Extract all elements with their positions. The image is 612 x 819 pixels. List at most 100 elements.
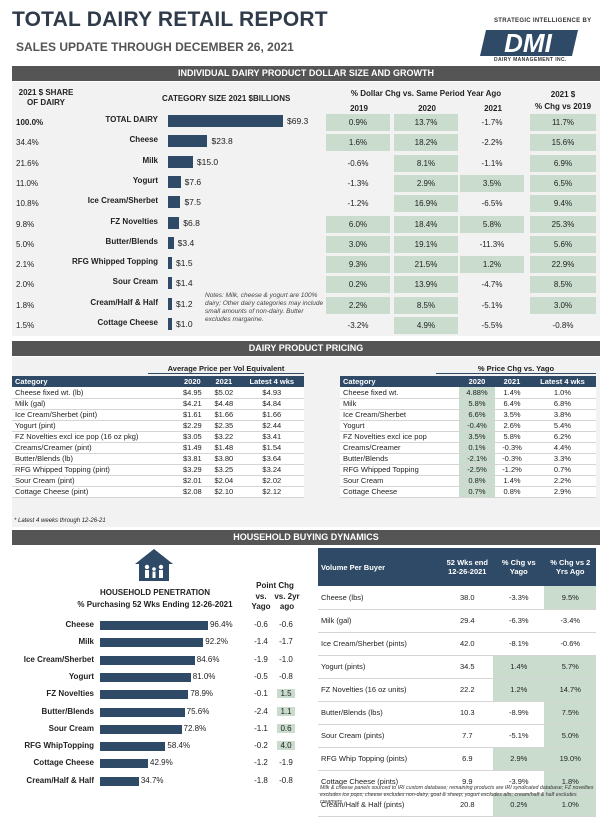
table-cell: -2.1% xyxy=(458,453,496,465)
dollar-chg-cell: 22.9% xyxy=(530,256,596,274)
dollar-chg-cell: 19.1% xyxy=(394,235,458,253)
table-cell: 6.9 xyxy=(441,747,494,771)
hp-pt-yago: -1.1 xyxy=(254,723,268,733)
row-label: RFG Whipped Topping xyxy=(340,464,459,476)
dollar-chg-cell: -11.3% xyxy=(479,239,505,249)
table-cell: $3.80 xyxy=(208,453,240,465)
table-row: Sour Cream (pint) $2.01 $2.04 $2.02 xyxy=(12,475,304,487)
size-bar xyxy=(168,155,193,168)
column-header: % Chg vs Yago xyxy=(493,548,545,586)
table-cell: -3.4% xyxy=(544,609,596,633)
report-title: TOTAL DAIRY RETAIL REPORT xyxy=(12,8,328,31)
dollar-chg-cell: 0.2% xyxy=(326,276,390,294)
table-cell: -3.9% xyxy=(493,770,545,794)
hp-bar xyxy=(100,655,195,665)
table-cell: 3.3% xyxy=(528,453,596,465)
table-cell: 1.4% xyxy=(493,655,545,679)
table-row: Ice Cream/Sherbet (pint) $1.61 $1.66 $1.66 xyxy=(12,409,304,421)
table-cell: 19.0% xyxy=(544,747,596,771)
size-bar xyxy=(168,277,172,290)
table-cell: $3.05 xyxy=(176,431,209,443)
table-cell: -5.1% xyxy=(493,724,545,748)
section-band-household: HOUSEHOLD BUYING DYNAMICS xyxy=(12,530,600,545)
row-label: Ice Cream/Sherbet (pints) xyxy=(318,632,442,656)
size-bar xyxy=(168,115,283,127)
share-header-line1: 2021 $ SHARE xyxy=(18,88,74,97)
household-footnote: Milk & cheese panels sourced to IRI cust… xyxy=(320,785,594,805)
table-cell: $2.08 xyxy=(176,486,209,498)
share-value: 100.0% xyxy=(16,118,44,127)
table-cell: 2.2% xyxy=(528,475,596,487)
hp-title-line2: % Purchasing 52 Wks Ending 12-26-2021 xyxy=(77,600,233,609)
hp-pt-2yr: -1.7 xyxy=(279,637,293,647)
pricing-footnote: * Latest 4 weeks through 12-26-21 xyxy=(14,518,106,524)
table-row: Cream/Half & Half (pints) 20.8 0.2% 1.0% xyxy=(318,793,596,817)
dollar-chg-cell: -1.7% xyxy=(481,118,503,127)
table-row: Sour Cream 0.8% 1.4% 2.2% xyxy=(340,475,596,487)
row-label: Sour Cream (pints) xyxy=(318,724,442,748)
table-cell: $1.54 xyxy=(239,442,304,454)
table-cell: 5.0% xyxy=(544,724,596,748)
table-row: Creams/Creamer (pint) $1.49 $1.48 $1.54 xyxy=(12,442,304,454)
hp-category-label: Sour Cream xyxy=(48,723,94,733)
year-header-2020: 2020 xyxy=(418,104,436,113)
share-value: 21.6% xyxy=(16,158,39,168)
avg-price-caption: Average Price per Vol Equivalent xyxy=(148,364,304,374)
table-cell: 5.7% xyxy=(544,655,596,679)
table-cell: 4.4% xyxy=(528,442,596,454)
logo-mark: DMI xyxy=(504,28,552,58)
share-value: 10.8% xyxy=(16,199,39,209)
column-header: 52 Wks end 12-26-2021 xyxy=(441,548,494,586)
share-value: 9.8% xyxy=(16,219,35,229)
pt-2yr-header-line2: ago xyxy=(279,602,295,611)
table-cell: 29.4 xyxy=(441,609,494,633)
row-label: FZ Novelties excl ice pop (16 oz pkg) xyxy=(12,431,177,443)
dollar-chg-cell: -1.3% xyxy=(347,178,369,188)
dollar-chg-cell: 4.9% xyxy=(394,317,458,334)
hp-bar xyxy=(100,707,185,717)
table-cell: -3.3% xyxy=(493,586,545,610)
row-label: Ice Cream/Sherbet xyxy=(340,409,459,421)
table-row: Cottage Cheese (pints) 9.9 -3.9% 1.8% xyxy=(318,770,596,794)
share-value: 34.4% xyxy=(16,138,39,148)
hp-value: 72.8% xyxy=(183,723,207,733)
table-row: Cottage Cheese 0.7% 0.8% 2.9% xyxy=(340,486,596,498)
size-bar xyxy=(168,318,172,330)
table-cell: 34.5 xyxy=(441,655,494,679)
size-value: $1.0 xyxy=(176,319,193,329)
table-row: Ice Cream/Sherbet 6.6% 3.5% 3.8% xyxy=(340,409,596,421)
row-label: Butter/Blends xyxy=(340,453,459,465)
hp-pt-2yr: -0.8 xyxy=(279,671,293,681)
table-cell: 5.8% xyxy=(495,431,529,443)
table-row: FZ Novelties excl ice pop (16 oz pkg) $3.… xyxy=(12,431,304,443)
row-label: Butter/Blends (lb) xyxy=(12,453,177,465)
category-label: Butter/Blends xyxy=(105,236,158,246)
share-value: 2.0% xyxy=(16,280,35,290)
size-value: $3.4 xyxy=(177,237,195,248)
dollar-chg-cell: 13.9% xyxy=(394,276,458,294)
hp-pt-2yr: -1.0 xyxy=(279,654,293,664)
hp-pt-yago: -0.6 xyxy=(254,620,268,629)
row-label: Yogurt (pint) xyxy=(12,420,177,432)
dollar-chg-header: % Dollar Chg vs. Same Period Year Ago xyxy=(350,89,502,98)
dollar-chg-cell: 6.0% xyxy=(326,215,390,233)
table-row: Cottage Cheese (pint) $2.08 $2.10 $2.12 xyxy=(12,486,304,498)
size-bar xyxy=(168,236,174,249)
pt-yago-header-line1: vs. xyxy=(255,592,267,601)
size-bar xyxy=(168,216,180,229)
table-cell: 1.4% xyxy=(495,475,529,487)
table-cell: $1.61 xyxy=(176,409,209,421)
table-cell: 9.9 xyxy=(441,770,494,794)
hp-bar xyxy=(100,742,166,752)
row-label: Cream/Half & Half (pints) xyxy=(318,793,442,817)
row-label: FZ Novelties excl ice pop xyxy=(340,431,459,443)
hp-pt-2yr: 0.6 xyxy=(277,723,295,733)
table-cell: $3.22 xyxy=(208,431,240,443)
table-cell: 3.8% xyxy=(528,409,596,421)
price-chg-caption: % Price Chg vs. Yago xyxy=(436,364,596,374)
dollar-chg-cell: 5.6% xyxy=(530,235,596,253)
share-value: 11.0% xyxy=(16,178,39,188)
row-label: Cheese (lbs) xyxy=(318,586,442,610)
table-row: Yogurt (pint) $2.29 $2.35 $2.44 xyxy=(12,420,304,432)
table-cell: $3.81 xyxy=(176,453,209,465)
